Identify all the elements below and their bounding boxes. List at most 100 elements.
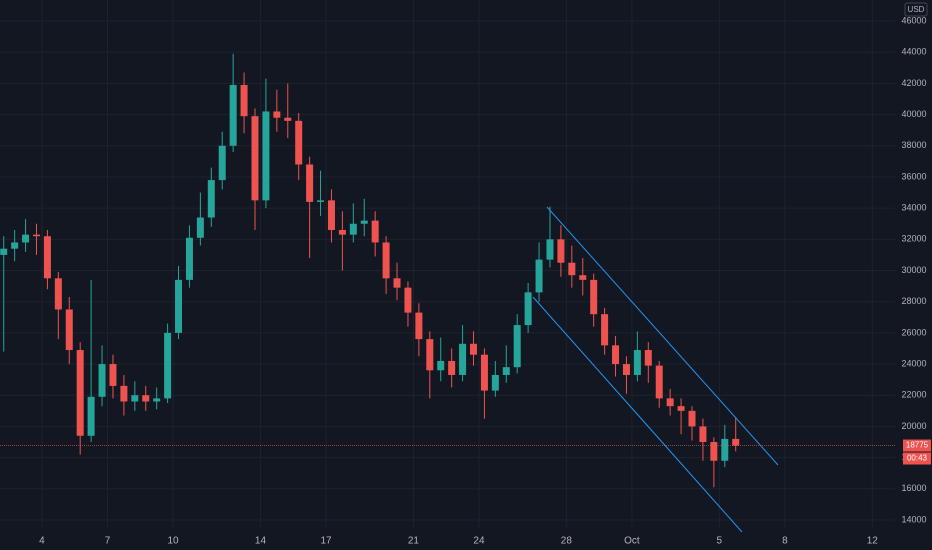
- x-tick-label: 21: [408, 536, 420, 547]
- x-tick-label: 28: [561, 536, 573, 547]
- candle-body: [426, 339, 434, 371]
- candle-body: [262, 111, 270, 201]
- candle-body: [317, 200, 325, 202]
- grid: [0, 0, 895, 527]
- currency-box: [904, 2, 928, 17]
- candle-body: [175, 279, 183, 333]
- candle-body: [131, 395, 139, 402]
- candle-body: [710, 442, 718, 461]
- x-tick-label: 24: [473, 536, 485, 547]
- y-tick-label: 38000: [901, 140, 926, 150]
- y-tick-label: 36000: [901, 171, 926, 181]
- y-tick-label: 28000: [901, 296, 926, 306]
- candle-body: [557, 239, 565, 263]
- candle-body: [284, 117, 292, 121]
- candle-body: [644, 350, 652, 366]
- candle-body: [251, 116, 259, 201]
- last-price-box: [903, 439, 931, 452]
- candle-body: [196, 217, 204, 238]
- candle-body: [546, 239, 554, 260]
- candle-body: [448, 360, 456, 375]
- countdown-box: [903, 452, 931, 465]
- y-tick-label: 24000: [901, 358, 926, 368]
- candle-body: [382, 242, 390, 279]
- y-tick-label: 32000: [901, 234, 926, 244]
- candle-body: [109, 364, 117, 386]
- y-tick-label: 30000: [901, 265, 926, 275]
- axis-corner: [895, 527, 932, 550]
- candle-body: [524, 292, 532, 326]
- candle-body: [240, 84, 248, 117]
- candle-body: [622, 364, 630, 375]
- x-tick-label: 12: [867, 536, 879, 547]
- channel-upper: [546, 206, 779, 466]
- candle-body: [306, 164, 314, 202]
- candle-body: [142, 395, 150, 402]
- x-tick-label: 7: [105, 536, 111, 547]
- candle-body: [491, 374, 499, 391]
- currency-label: USD: [908, 5, 925, 14]
- y-tick-label: 42000: [901, 78, 926, 88]
- candle-body: [721, 438, 729, 461]
- candle-body: [22, 234, 30, 243]
- candle-body: [601, 314, 609, 346]
- candle-body: [568, 262, 576, 276]
- candle-body: [0, 248, 8, 255]
- x-tick-label: 8: [782, 536, 788, 547]
- candle-body: [579, 275, 587, 280]
- candle-body: [65, 309, 73, 351]
- candle-body: [612, 345, 620, 365]
- candle-body: [371, 220, 379, 243]
- candle-body: [349, 223, 357, 235]
- candle-body: [218, 145, 226, 181]
- candle-body: [732, 438, 740, 446]
- candles: [0, 53, 740, 488]
- candle-body: [393, 278, 401, 288]
- candle-body: [502, 367, 510, 375]
- candle-body: [590, 279, 598, 315]
- candle-body: [655, 365, 663, 399]
- candle-body: [633, 350, 641, 375]
- y-tick-label: 44000: [901, 47, 926, 57]
- y-tick-label: 26000: [901, 327, 926, 337]
- candle-body: [43, 236, 51, 279]
- y-tick-label: 20000: [901, 421, 926, 431]
- candle-body: [470, 343, 478, 355]
- x-tick-label: 17: [320, 536, 332, 547]
- candle-body: [11, 242, 19, 249]
- x-tick-label: 5: [717, 536, 723, 547]
- candle-body: [666, 398, 674, 407]
- last-price-label: 18775: [906, 441, 929, 450]
- candle-body: [54, 278, 62, 310]
- candle-body: [459, 343, 467, 375]
- candle-body: [207, 180, 215, 218]
- x-tick-label: 10: [167, 536, 179, 547]
- candle-body: [513, 325, 521, 368]
- candle-body: [164, 332, 172, 399]
- candle-body: [699, 426, 707, 443]
- candle-body: [480, 354, 488, 391]
- y-tick-label: 46000: [901, 15, 926, 25]
- candle-body: [98, 364, 106, 397]
- candle-body: [338, 229, 346, 235]
- candle-body: [153, 398, 161, 402]
- candle-body: [76, 350, 84, 436]
- countdown-label: 00:43: [907, 454, 928, 463]
- x-tick-label: Oct: [624, 536, 640, 547]
- candle-body: [327, 200, 335, 230]
- x-tick-label: 4: [39, 536, 45, 547]
- x-tick-label: 14: [255, 536, 267, 547]
- y-tick-label: 22000: [901, 390, 926, 400]
- candle-body: [87, 396, 95, 436]
- y-tick-label: 14000: [901, 514, 926, 524]
- candle-body: [415, 312, 423, 340]
- candle-body: [273, 111, 281, 118]
- candle-body: [185, 237, 193, 280]
- candle-body: [677, 406, 685, 411]
- candle-body: [360, 220, 368, 224]
- candle-body: [535, 259, 543, 293]
- axes: 1400016000180002000022000240002600028000…: [0, 15, 931, 547]
- y-tick-label: 34000: [901, 203, 926, 213]
